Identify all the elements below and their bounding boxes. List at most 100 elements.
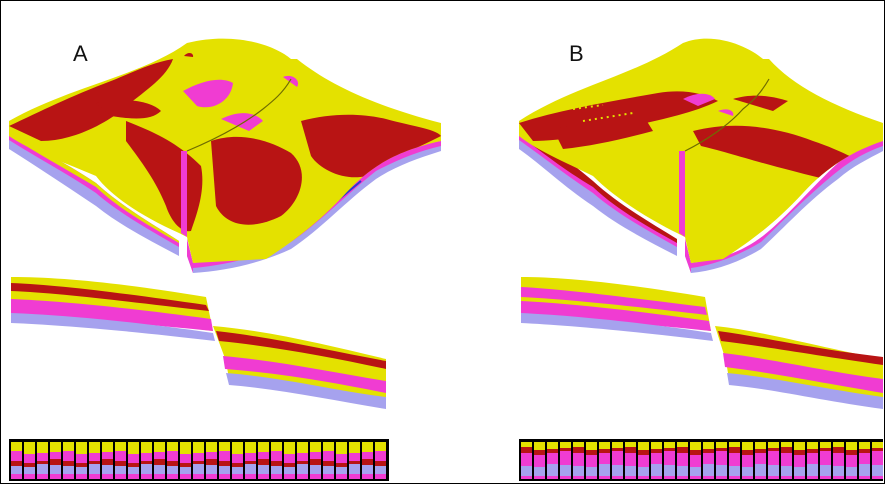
strip-cell (690, 455, 701, 467)
strip-cell (232, 442, 243, 454)
strip-cell (755, 464, 766, 476)
strip-cell (180, 474, 191, 479)
strip-cell (89, 464, 100, 474)
strip-cell (833, 447, 844, 453)
strip-cell (11, 466, 22, 474)
strip-cell (271, 474, 282, 479)
strip-cell (115, 461, 126, 466)
strip-cell (690, 467, 701, 476)
strip-cell (872, 448, 883, 451)
strip-cell (271, 451, 282, 461)
strip-cell (664, 465, 675, 476)
strip-cell (612, 451, 623, 465)
strip-cell (154, 452, 165, 459)
strip-cell (89, 474, 100, 479)
strip-cell (560, 451, 571, 465)
strip-cell (768, 476, 779, 479)
strip-cell (599, 453, 610, 464)
strip-cell (245, 461, 256, 464)
strip-cell (859, 442, 870, 449)
strip-cell (193, 453, 204, 461)
strip-cell (375, 442, 386, 451)
strip-cell (323, 466, 334, 474)
strip-cell (115, 466, 126, 474)
strip-cell (846, 476, 857, 479)
strip-cell (742, 476, 753, 479)
strip-cell (521, 447, 532, 453)
strip-cell (206, 465, 217, 474)
strip-cell (141, 464, 152, 474)
strip-cell (534, 450, 545, 455)
strip-cell (63, 451, 74, 461)
strip-cell (742, 450, 753, 455)
strip-cell (703, 464, 714, 476)
strip-cell (37, 453, 48, 461)
strip-cell (781, 453, 792, 466)
strip-cell (24, 463, 35, 467)
cross-section-b (521, 277, 883, 409)
strip-cell (258, 442, 269, 452)
strip-cell (219, 474, 230, 479)
strip-cell (141, 453, 152, 461)
fault-face-a (181, 151, 187, 237)
strip-cell (219, 466, 230, 474)
strip-cell (258, 459, 269, 465)
strip-cell (206, 474, 217, 479)
strip-cell (716, 451, 727, 465)
strip-cell (651, 442, 662, 449)
strip-cell (820, 476, 831, 479)
strip-cell (794, 467, 805, 476)
strip-cell (349, 461, 360, 464)
strip-cell (833, 453, 844, 466)
block-a-left-side (9, 131, 179, 256)
strip-cell (349, 474, 360, 479)
strip-cell (37, 474, 48, 479)
strip-cell (820, 451, 831, 465)
strip-cell (154, 474, 165, 479)
block-b-front-side (685, 141, 883, 273)
strip-cell (297, 442, 308, 453)
strip-cell (232, 467, 243, 474)
strip-cell (76, 467, 87, 474)
strip-cell (50, 442, 61, 452)
strip-cell (703, 476, 714, 479)
strip-cell (297, 461, 308, 464)
fault-line-b (684, 78, 770, 152)
strip-cell (362, 474, 373, 479)
strip-cell (102, 459, 113, 465)
strip-cell (128, 467, 139, 474)
strip-cell (625, 453, 636, 466)
strip-cell (690, 476, 701, 479)
strip-cell (76, 463, 87, 467)
strip-cell (729, 476, 740, 479)
panel-a-graphic (9, 38, 441, 481)
strip-cell (781, 476, 792, 479)
strip-cell (245, 474, 256, 479)
strip-cell (271, 442, 282, 451)
strip-cell (794, 450, 805, 455)
strip-cell (781, 447, 792, 453)
strip-cell (167, 474, 178, 479)
strip-cell (755, 476, 766, 479)
fault-line-a (186, 78, 292, 152)
block-a-top-surface (9, 38, 441, 263)
strip-cell (703, 449, 714, 453)
strip-cell (651, 453, 662, 464)
strip-cell (349, 464, 360, 474)
strip-cell (362, 465, 373, 474)
strip-cell (128, 442, 139, 454)
strip-cell (180, 454, 191, 463)
strip-cell (63, 461, 74, 466)
strip-cell (11, 451, 22, 461)
strip-cell (547, 453, 558, 464)
strip-cell (11, 461, 22, 466)
strip-cell (102, 474, 113, 479)
strip-cell (768, 448, 779, 451)
strip-cell (232, 463, 243, 467)
strip-cell (625, 476, 636, 479)
column-strip-b (519, 439, 883, 481)
strip-cell (586, 455, 597, 467)
strip-cell (375, 474, 386, 479)
strip-cell (375, 451, 386, 461)
strip-cell (586, 450, 597, 455)
